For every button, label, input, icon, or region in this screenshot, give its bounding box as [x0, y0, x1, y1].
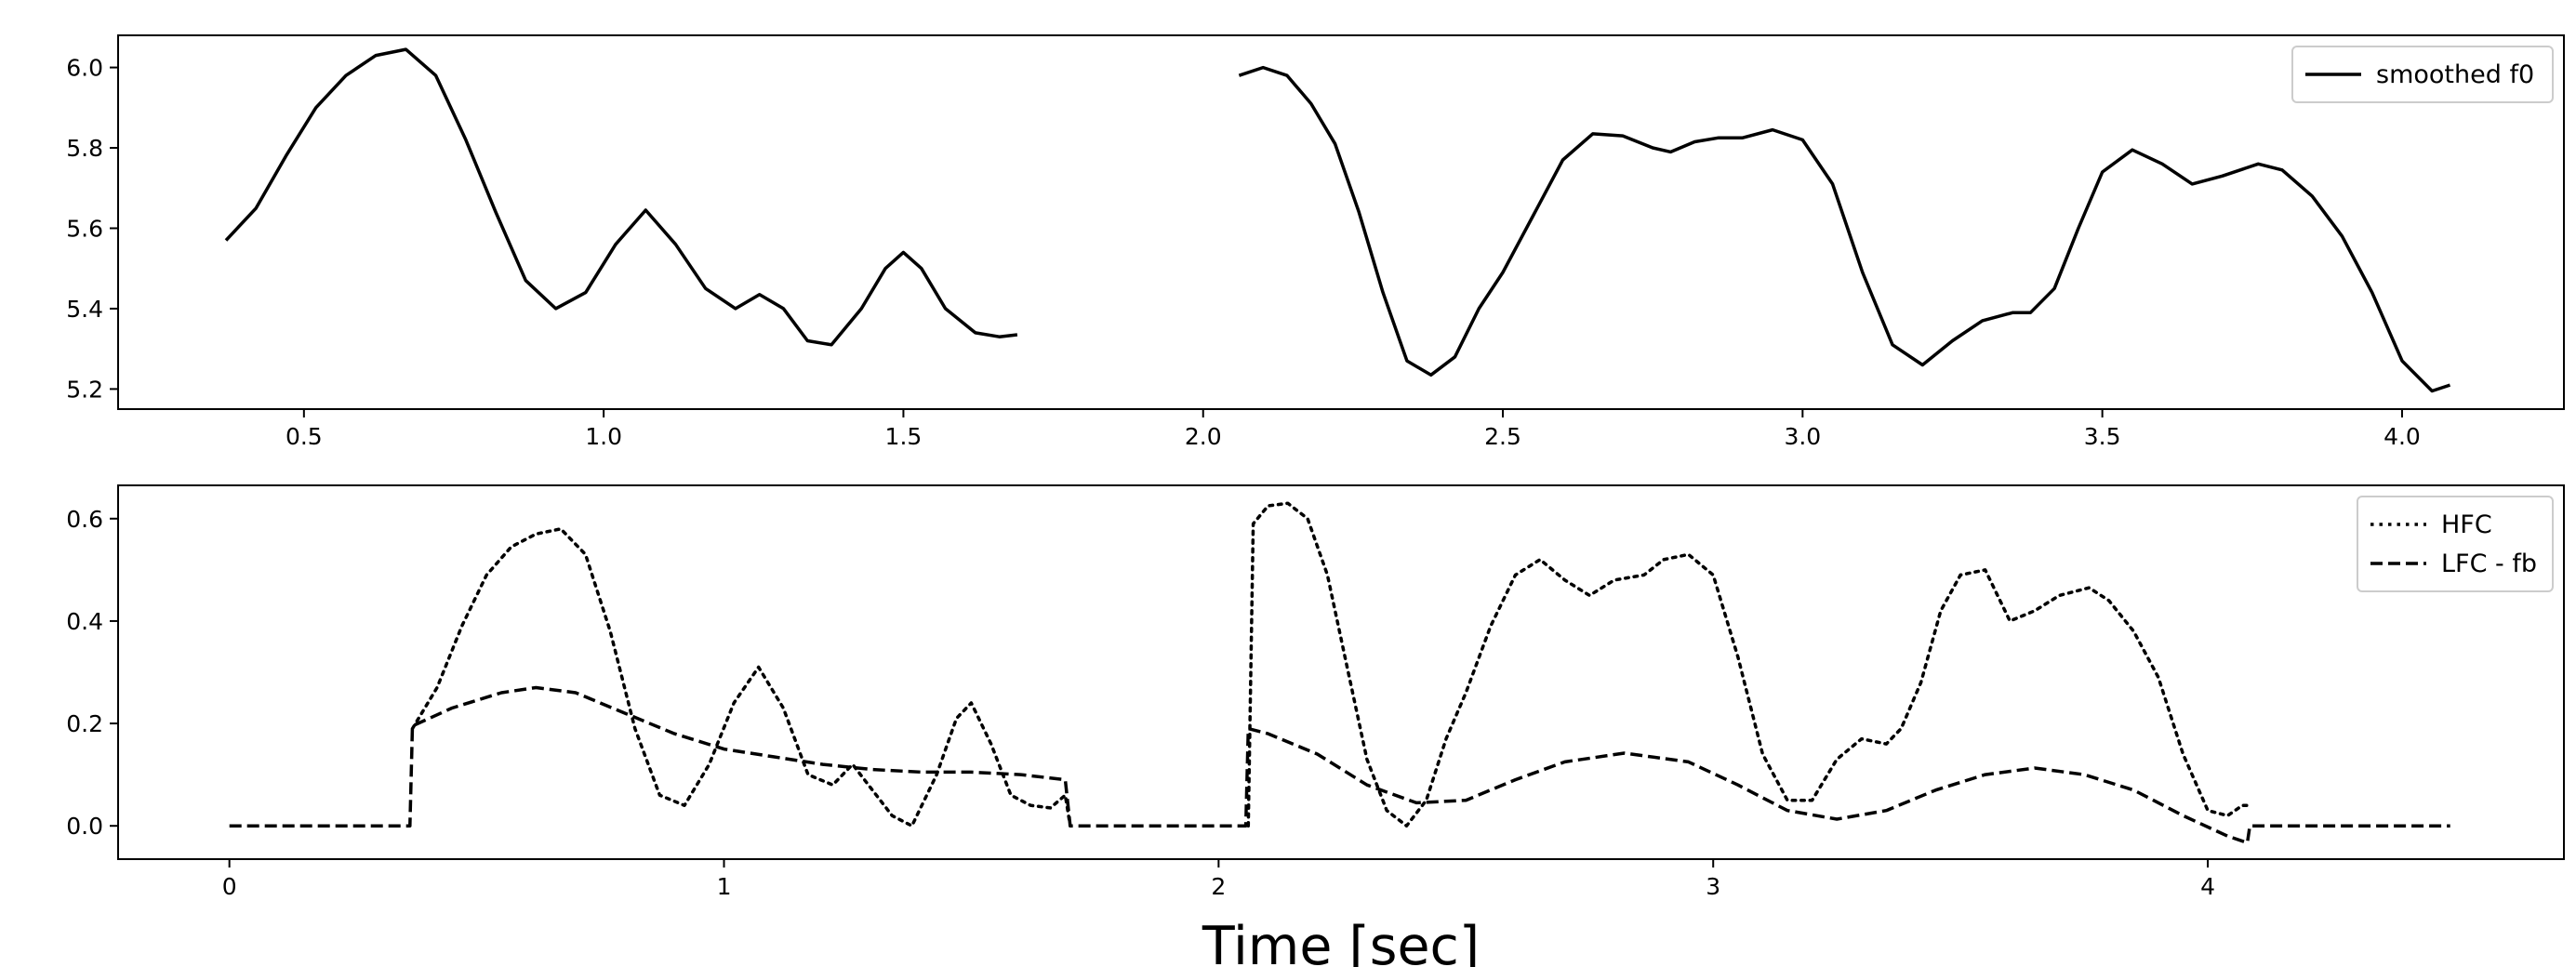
legend-label-lfc-fb: LFC - fb	[2441, 550, 2537, 578]
bottom-panel-legend-box	[2357, 496, 2554, 592]
x-tick-label: 2.5	[1484, 423, 1521, 450]
top-panel-frame	[117, 34, 2565, 410]
y-tick-label: 6.0	[66, 55, 103, 82]
bottom-panel-legend: HFC LFC - fb	[2357, 496, 2554, 592]
top-panel-x-ticks: 0.5 1.0 1.5 2.0 2.5 3.0 3.5 4.0	[285, 409, 2421, 450]
top-panel: 0.5 1.0 1.5 2.0 2.5 3.0 3.5 4.0 5.2 5.4 5.6 5.8 6.0…	[66, 34, 2565, 450]
x-tick-label: 2.0	[1185, 423, 1222, 450]
y-tick-label: 0.0	[66, 813, 103, 840]
top-panel-legend-box	[2291, 46, 2554, 103]
series-line-hfc	[1246, 501, 2250, 828]
x-tick-label: 3.0	[1784, 423, 1821, 450]
legend-label-hfc: HFC	[2441, 510, 2492, 539]
x-tick-label: 4.0	[2383, 423, 2421, 450]
bottom-panel-frame	[117, 484, 2565, 860]
x-tick-label: 1.5	[885, 423, 923, 450]
x-tick-label: 0.5	[285, 423, 323, 450]
legend-label-smoothed-f0: smoothed f0	[2376, 60, 2534, 89]
bottom-panel-series	[229, 501, 2450, 845]
series-line-smoothed-f0	[1238, 65, 2451, 393]
y-tick-label: 5.4	[66, 296, 103, 323]
y-tick-label: 5.2	[66, 376, 103, 403]
x-axis-label: Time [sec]	[1202, 916, 1480, 967]
x-tick-label: 4	[2200, 873, 2215, 900]
x-tick-label: 1.0	[585, 423, 622, 450]
x-tick-label: 3	[1706, 873, 1720, 900]
x-tick-label: 2	[1211, 873, 1226, 900]
y-tick-label: 5.6	[66, 215, 103, 242]
top-panel-legend: smoothed f0	[2291, 46, 2554, 103]
y-tick-label: 5.8	[66, 135, 103, 162]
series-line-smoothed-f0	[224, 47, 1018, 347]
x-tick-label: 3.5	[2084, 423, 2121, 450]
bottom-panel-y-ticks: 0.0 0.2 0.4 0.6	[66, 506, 118, 840]
top-panel-series	[224, 47, 2451, 393]
bottom-panel-x-ticks: 0 1 2 3 4	[222, 859, 2215, 900]
y-tick-label: 0.2	[66, 710, 103, 737]
series-line-lfc-fb	[229, 685, 2450, 845]
x-tick-label: 0	[222, 873, 237, 900]
x-tick-label: 1	[717, 873, 732, 900]
y-tick-label: 0.4	[66, 608, 103, 635]
top-panel-y-ticks: 5.2 5.4 5.6 5.8 6.0	[66, 55, 118, 403]
series-line-hfc	[410, 527, 1072, 828]
bottom-panel: 0 1 2 3 4 0.0 0.2 0.4 0.6 HFC LFC - fb Time [se…	[66, 484, 2565, 967]
y-tick-label: 0.6	[66, 506, 103, 533]
